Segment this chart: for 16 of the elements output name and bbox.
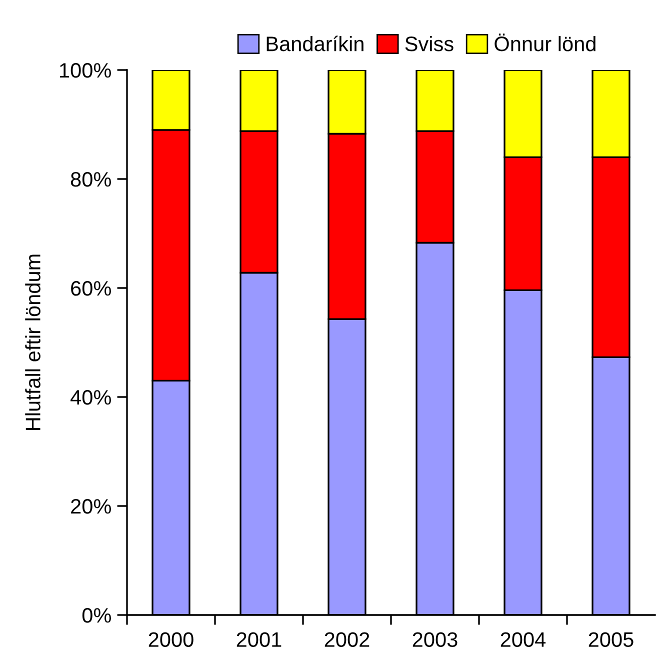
legend-label: Sviss [405,36,454,52]
y-tick-label: 0% [82,608,111,623]
x-tick-label: 2001 [236,632,282,647]
y-axis-title: Hlutfall eftir löndum [25,254,40,430]
x-tick-label: 2005 [588,632,634,647]
y-tick-label: 80% [70,172,111,187]
legend-label: Önnur lönd [494,34,596,52]
y-tick-label: 40% [70,390,111,405]
y-tick-label: 60% [71,281,111,296]
y-tick-label: 20% [71,499,111,514]
x-tick-label: 2003 [412,632,458,647]
legend-label: Bandaríkin [266,36,364,52]
x-tick-label: 2000 [148,632,194,647]
y-tick-label: 100% [60,63,111,78]
x-tick-label: 2004 [500,632,546,647]
x-tick-label: 2002 [324,632,370,647]
